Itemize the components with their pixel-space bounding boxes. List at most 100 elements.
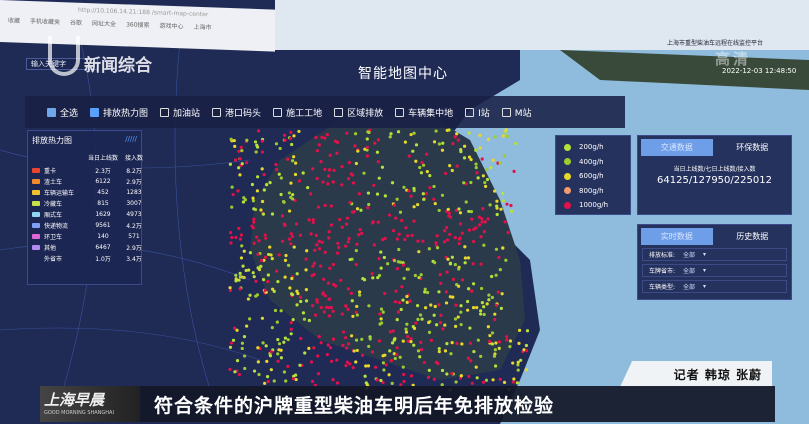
- checkbox[interactable]: [160, 107, 170, 117]
- layer-toggle[interactable]: 区域排放: [334, 106, 383, 119]
- heat-point: [446, 207, 450, 211]
- heat-point: [240, 341, 245, 345]
- heat-point: [468, 326, 472, 330]
- filter-select[interactable]: 车辆类型: 全部 ▾: [642, 280, 787, 293]
- heat-point: [314, 135, 318, 139]
- bookmark-item[interactable]: 上海市: [193, 23, 212, 32]
- heat-point: [455, 283, 459, 287]
- heat-point: [329, 305, 333, 310]
- heat-point: [379, 317, 383, 321]
- checkbox[interactable]: [334, 107, 344, 117]
- tab-realtime-data[interactable]: 实时数据: [641, 228, 713, 245]
- heat-point: [449, 352, 453, 356]
- heat-point: [383, 194, 387, 198]
- legend-item: 1000g/h: [564, 198, 622, 213]
- heat-point: [438, 321, 443, 325]
- heat-point: [490, 295, 494, 300]
- checkbox[interactable]: [395, 107, 405, 117]
- heat-point: [475, 305, 479, 310]
- heat-point: [340, 225, 344, 229]
- heat-point: [432, 197, 436, 201]
- bookmark-item[interactable]: 收藏: [8, 17, 21, 25]
- checkbox[interactable]: [501, 107, 511, 117]
- heat-layer: [228, 128, 530, 392]
- heat-point: [280, 239, 285, 243]
- layer-toggle[interactable]: 全选: [47, 106, 78, 119]
- heat-point: [284, 253, 288, 258]
- heat-point: [459, 310, 463, 314]
- bookmark-item[interactable]: 谷歌: [70, 19, 83, 27]
- heat-point: [228, 162, 232, 166]
- heat-point: [383, 236, 387, 241]
- heat-point: [469, 359, 473, 363]
- heat-point: [297, 129, 301, 134]
- tab-history-data[interactable]: 历史数据: [736, 232, 769, 241]
- heat-point: [426, 375, 431, 380]
- heat-point: [371, 221, 375, 225]
- heat-point: [482, 312, 486, 317]
- show-name: 上海早晨: [44, 391, 105, 409]
- bookmark-item[interactable]: 手机收藏夹: [30, 18, 61, 27]
- checkbox[interactable]: [47, 107, 56, 117]
- heat-point: [494, 247, 499, 251]
- bookmark-item[interactable]: 网址大全: [92, 20, 117, 29]
- filter-select[interactable]: 排放标准: 全部 ▾: [642, 248, 787, 261]
- heat-point: [439, 313, 443, 317]
- heat-point: [466, 287, 471, 291]
- heat-point: [392, 352, 396, 356]
- heat-point: [254, 279, 258, 283]
- heat-point: [316, 372, 321, 376]
- heat-point: [421, 163, 426, 167]
- heat-point: [464, 182, 468, 186]
- heat-point: [315, 176, 319, 181]
- hd-watermark: 高清: [715, 50, 752, 68]
- tab-traffic-data[interactable]: 交通数据: [641, 139, 713, 156]
- heat-point: [402, 276, 406, 280]
- heat-point: [496, 290, 500, 294]
- heat-point: [322, 277, 326, 281]
- heat-point: [327, 306, 331, 310]
- checkbox[interactable]: [465, 107, 475, 117]
- heat-point: [344, 304, 348, 308]
- checkbox[interactable]: [273, 107, 283, 117]
- layer-toggle[interactable]: I站: [465, 106, 490, 119]
- heat-point: [229, 341, 234, 345]
- heat-point: [338, 217, 342, 222]
- heat-point: [393, 356, 397, 361]
- heat-point: [512, 169, 516, 173]
- heat-point: [395, 237, 399, 241]
- layer-toggle[interactable]: M站: [501, 106, 532, 119]
- heat-point: [310, 304, 315, 308]
- heat-point: [344, 244, 348, 248]
- heat-point: [252, 275, 256, 279]
- cell-access: 3007: [126, 200, 142, 207]
- checkbox[interactable]: [90, 107, 100, 117]
- tab-env-data[interactable]: 环保数据: [736, 143, 769, 152]
- bookmark-item[interactable]: 游戏中心: [159, 22, 184, 31]
- heat-point: [329, 346, 333, 350]
- layer-toggle[interactable]: 排放热力图: [90, 106, 148, 119]
- heat-point: [416, 317, 420, 321]
- heat-point: [524, 349, 529, 353]
- heat-point: [500, 292, 504, 296]
- heat-point: [422, 197, 426, 201]
- layer-toggle[interactable]: 车辆集中地: [395, 106, 453, 119]
- heat-point: [263, 255, 268, 259]
- heat-point: [266, 379, 270, 384]
- layer-toggle[interactable]: 加油站: [160, 106, 200, 119]
- heat-point: [485, 302, 489, 306]
- heat-point: [467, 155, 472, 159]
- heat-point: [504, 258, 508, 262]
- heat-point: [381, 354, 385, 358]
- heat-point: [367, 304, 371, 308]
- checkbox[interactable]: [212, 107, 222, 117]
- cell-type: 车辆运输车: [44, 190, 75, 197]
- bookmark-item[interactable]: 360搜索: [126, 21, 150, 30]
- heat-point: [379, 250, 383, 254]
- layer-toggle[interactable]: 施工工地: [273, 106, 322, 119]
- filter-select[interactable]: 车牌省市: 全部 ▾: [642, 264, 787, 277]
- heat-point: [315, 149, 319, 153]
- heat-point: [445, 128, 449, 132]
- layer-toggle[interactable]: 港口码头: [212, 106, 261, 119]
- search-input[interactable]: [26, 58, 98, 70]
